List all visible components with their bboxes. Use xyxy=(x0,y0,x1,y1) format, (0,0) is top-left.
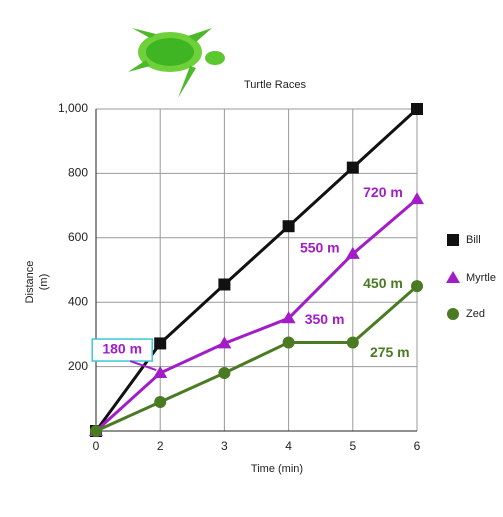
y-tick-label: 1,000 xyxy=(58,101,88,115)
data-point xyxy=(90,425,102,437)
legend-marker xyxy=(447,308,459,320)
data-point xyxy=(154,337,167,350)
data-label: 550 m xyxy=(300,240,340,256)
y-tick-label: 800 xyxy=(68,166,88,180)
x-tick-label: 3 xyxy=(221,439,228,453)
legend-label: Myrtle xyxy=(466,272,496,284)
chart-title: Turtle Races xyxy=(244,79,306,91)
data-point xyxy=(217,336,232,349)
x-tick-label: 2 xyxy=(157,439,164,453)
x-tick-label: 4 xyxy=(285,439,292,453)
data-point xyxy=(282,220,295,233)
y-tick-label: 200 xyxy=(68,359,88,373)
data-point xyxy=(282,336,295,349)
legend-label: Bill xyxy=(466,234,481,246)
legend-marker xyxy=(447,234,459,246)
legend-marker xyxy=(446,271,460,283)
data-point xyxy=(346,336,359,349)
y-axis-title: (m) xyxy=(38,274,50,291)
data-label: 720 m xyxy=(363,184,403,200)
callout-line xyxy=(129,360,157,371)
data-label: 450 m xyxy=(363,275,403,291)
callout-box xyxy=(91,338,153,362)
x-tick-label: 5 xyxy=(349,439,356,453)
x-axis-title: Time (min) xyxy=(251,463,303,475)
data-point xyxy=(411,280,423,293)
x-tick-label: 6 xyxy=(414,439,421,453)
data-point xyxy=(218,278,231,291)
data-point xyxy=(281,311,296,324)
data-point xyxy=(153,366,168,379)
data-label: 350 m xyxy=(305,311,345,327)
data-point xyxy=(154,396,167,409)
data-point xyxy=(410,192,424,205)
turtle-icon xyxy=(128,28,225,98)
y-axis-title: Distance xyxy=(24,261,36,304)
data-point xyxy=(218,367,231,380)
y-tick-label: 600 xyxy=(68,230,88,244)
y-tick-label: 400 xyxy=(68,294,88,308)
data-label: 180 m xyxy=(102,341,142,357)
data-label: 275 m xyxy=(370,344,410,360)
data-point xyxy=(345,246,360,259)
legend-label: Zed xyxy=(466,308,485,320)
series-line xyxy=(94,198,418,433)
x-tick-label: 0 xyxy=(93,439,100,453)
data-point xyxy=(346,161,359,174)
series-line xyxy=(95,284,418,433)
data-point xyxy=(411,103,423,115)
series-line xyxy=(94,107,419,432)
